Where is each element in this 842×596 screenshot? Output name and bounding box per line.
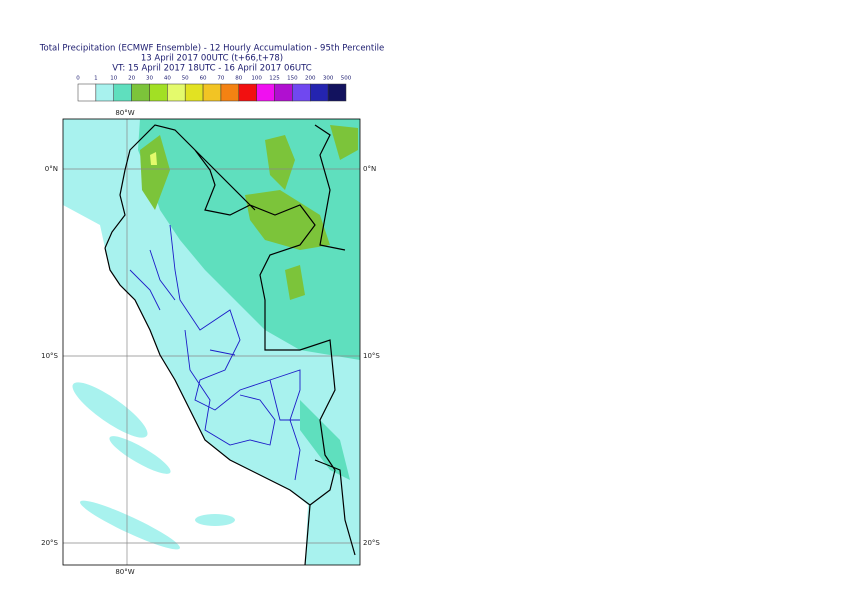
legend-swatch [256, 83, 275, 102]
legend-label: 20 [128, 76, 135, 82]
ocean-precip [72, 382, 148, 438]
legend-swatch [167, 83, 186, 102]
precip-20 [265, 135, 295, 190]
legend-swatch [327, 83, 347, 102]
legend-label: 60 [200, 76, 207, 82]
lat-label: 10°S [41, 352, 58, 360]
legend-swatch [220, 83, 240, 102]
legend-swatch [292, 83, 311, 102]
legend-swatch [95, 83, 114, 102]
ocean-precip [195, 514, 235, 526]
lat-label: 20°S [363, 539, 380, 547]
legend-label: 80 [235, 76, 242, 82]
legend-label: 50 [182, 76, 189, 82]
legend-label: 0 [76, 76, 80, 82]
legend-swatch [131, 83, 150, 102]
coastline [104, 247, 311, 565]
precip-20 [330, 125, 358, 160]
lat-label: 0°N [363, 165, 376, 173]
precip-20 [245, 190, 330, 250]
precip-10 [138, 119, 360, 360]
lat-label: 20°S [41, 539, 58, 547]
lat-label: 10°S [363, 352, 380, 360]
ocean-precip [63, 119, 100, 168]
legend-label: 500 [341, 76, 352, 82]
ocean-precip [80, 500, 180, 550]
legend-swatch [310, 83, 329, 102]
legend-label: 30 [146, 76, 153, 82]
legend-label: 150 [287, 76, 298, 82]
lat-label: 0°N [45, 165, 58, 173]
legend-swatch [149, 83, 168, 102]
legend-swatch [238, 83, 257, 102]
lon-label: 80°W [115, 568, 134, 576]
title-line: VT: 15 April 2017 18UTC - 16 April 2017 … [112, 64, 311, 74]
legend-swatch [202, 83, 222, 102]
legend-swatch [184, 83, 204, 102]
legend-swatch [113, 83, 132, 102]
region-borders [129, 224, 301, 481]
legend-swatch [77, 83, 97, 102]
legend-label: 100 [251, 76, 262, 82]
precip-40 [150, 152, 157, 165]
ocean-precip [109, 436, 171, 474]
map-frame [62, 118, 361, 566]
legend-label: 200 [305, 76, 316, 82]
title-line: Total Precipitation (ECMWF Ensemble) - 1… [39, 44, 384, 54]
legend-label: 1 [94, 76, 98, 82]
country-borders [104, 124, 356, 556]
legend-label: 125 [269, 76, 280, 82]
legend-label: 300 [323, 76, 334, 82]
legend: 0 1 10 20 30 40 50 60 70 80 100 125 150 200 300 500 [76, 76, 352, 102]
precip-10 [300, 400, 350, 480]
precip-20 [140, 135, 170, 210]
lon-label: 80°W [115, 109, 134, 117]
map: 80°W 80°W 0°N 0°N 10°S 10°S 20°S 20°S [41, 109, 380, 576]
legend-swatch [274, 83, 293, 102]
precip-20 [285, 265, 305, 300]
legend-label: 40 [164, 76, 171, 82]
title-line: 13 April 2017 00UTC (t+66,t+78) [141, 54, 283, 64]
legend-label: 70 [217, 76, 224, 82]
legend-label: 10 [110, 76, 117, 82]
